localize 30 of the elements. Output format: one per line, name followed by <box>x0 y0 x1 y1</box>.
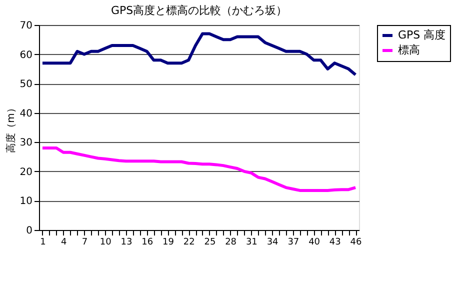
x-tick-label: 28 <box>225 238 237 248</box>
legend-label: 標高 <box>398 44 420 56</box>
chart-title: GPS高度と標高の比較（かむろ坂） <box>110 4 288 17</box>
y-tick-label: 50 <box>20 79 32 90</box>
y-tick-label: 40 <box>20 108 32 120</box>
x-tick-label: 7 <box>82 238 88 248</box>
x-tick-label: 40 <box>308 238 320 248</box>
y-tick-label: 30 <box>20 138 32 149</box>
x-tick-label: 37 <box>288 238 300 248</box>
line-series <box>40 32 358 76</box>
x-tick-label: 4 <box>60 238 67 248</box>
x-tick-label: 25 <box>204 238 216 248</box>
x-tick-label: 10 <box>100 238 112 248</box>
line-series <box>40 146 358 192</box>
x-tick-label: 16 <box>142 238 154 248</box>
x-tick-label: 19 <box>162 238 174 248</box>
y-tick-label: 10 <box>20 196 32 208</box>
x-tick-label: 31 <box>246 238 258 248</box>
x-tick-label: 34 <box>266 238 279 248</box>
x-tick-label: 13 <box>120 238 132 248</box>
x-tick-label: 1 <box>40 238 46 248</box>
y-tick-label: 60 <box>20 50 32 61</box>
x-tick-label: 22 <box>183 238 195 248</box>
y-axis-title: 高度（m） <box>4 103 17 153</box>
y-tick-label: 20 <box>20 166 32 178</box>
x-tick-label: 43 <box>329 238 341 248</box>
y-tick-label: 70 <box>20 20 32 32</box>
legend-label: GPS 高度 <box>398 28 446 42</box>
x-tick-label: 46 <box>350 238 362 248</box>
y-tick-label: 0 <box>26 226 32 236</box>
